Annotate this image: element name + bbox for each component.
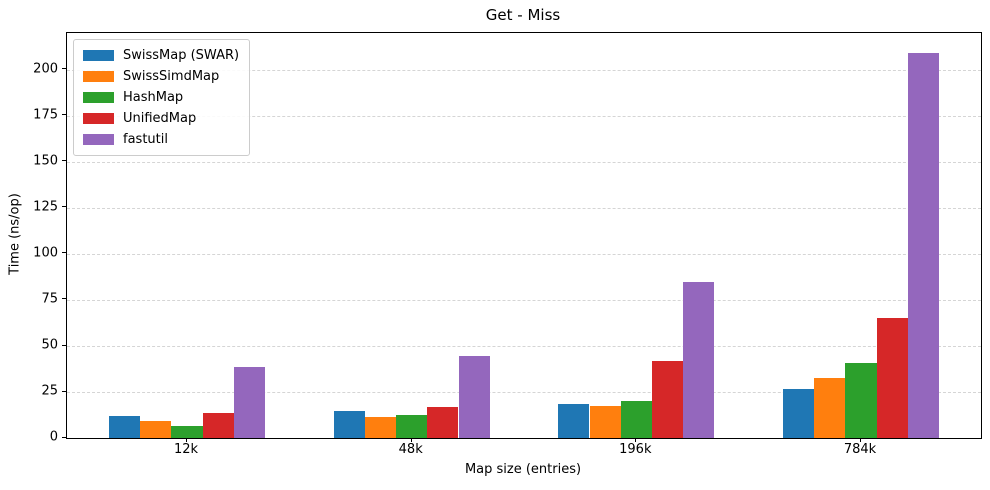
bar-swissmap-swar-196k	[558, 403, 590, 438]
x-tick-label-48k: 48k	[398, 442, 423, 457]
y-tick-label-150: 150	[33, 153, 58, 169]
y-tick-label-100: 100	[33, 245, 58, 261]
x-tick-label-784k: 784k	[843, 442, 877, 457]
bar-fastutil-48k	[458, 356, 490, 438]
legend-label: SwissMap (SWAR)	[123, 48, 240, 63]
bar-swisssimdmap-48k	[364, 416, 396, 438]
legend-swatch-icon	[83, 50, 114, 61]
gridline-150	[67, 161, 981, 163]
legend-swatch-icon	[83, 92, 114, 103]
gridline-200	[67, 69, 981, 71]
gridline-75	[67, 299, 981, 301]
legend: SwissMap (SWAR) SwissSimdMap HashMap Unifie…	[73, 39, 251, 156]
legend-swatch-icon	[83, 134, 114, 145]
bar-swissmap-swar-12k	[108, 415, 141, 438]
legend-swatch-icon	[83, 113, 114, 124]
bar-unifiedmap-48k	[427, 406, 459, 438]
gridline-175	[67, 115, 981, 117]
y-tick-label-25: 25	[41, 383, 58, 399]
chart-title: Get - Miss	[485, 6, 561, 24]
bar-fastutil-784k	[907, 53, 940, 438]
x-axis-label: Map size (entries)	[464, 462, 582, 477]
gridline-125	[67, 207, 981, 209]
legend-label: fastutil	[123, 132, 168, 147]
plot-area: SwissMap (SWAR) SwissSimdMap HashMap Unifie…	[66, 32, 982, 439]
legend-item-fastutil: fastutil	[83, 129, 239, 150]
legend-item-unifiedmap: UnifiedMap	[83, 108, 239, 129]
gridline-25	[67, 392, 981, 393]
bar-swisssimdmap-196k	[589, 405, 621, 438]
y-tick-label-0: 0	[49, 429, 58, 445]
bar-swisssimdmap-12k	[140, 420, 172, 438]
bar-fastutil-12k	[233, 367, 265, 438]
bar-unifiedmap-784k	[876, 318, 908, 438]
legend-label: UnifiedMap	[123, 111, 197, 126]
legend-swatch-icon	[83, 71, 114, 82]
gridline-50	[67, 346, 981, 347]
y-tick-label-175: 175	[33, 107, 58, 123]
bar-swissmap-swar-784k	[782, 389, 815, 438]
gridline-100	[67, 253, 981, 255]
bar-hashmap-784k	[845, 362, 877, 438]
y-axis-label: Time (ns/op)	[7, 193, 23, 275]
bar-swissmap-swar-48k	[333, 411, 365, 438]
legend-label: HashMap	[123, 90, 184, 105]
bar-unifiedmap-196k	[652, 360, 684, 438]
bar-hashmap-196k	[620, 401, 652, 438]
legend-item-swisssimdmap: SwissSimdMap	[83, 66, 239, 87]
x-tick-label-12k: 12k	[173, 442, 199, 457]
y-tick-label-50: 50	[41, 337, 58, 353]
y-tick-label-125: 125	[33, 199, 58, 215]
bar-fastutil-196k	[683, 281, 715, 438]
bar-hashmap-12k	[171, 426, 203, 438]
y-tick-label-200: 200	[33, 61, 58, 77]
bar-unifiedmap-12k	[202, 413, 234, 438]
x-tick-label-196k: 196k	[619, 442, 652, 457]
bar-swisssimdmap-784k	[814, 378, 846, 438]
legend-item-hashmap: HashMap	[83, 87, 239, 108]
legend-item-swissmap-swar: SwissMap (SWAR)	[83, 45, 239, 66]
bar-hashmap-48k	[396, 415, 428, 438]
legend-label: SwissSimdMap	[123, 69, 220, 84]
y-tick-label-75: 75	[41, 291, 58, 307]
